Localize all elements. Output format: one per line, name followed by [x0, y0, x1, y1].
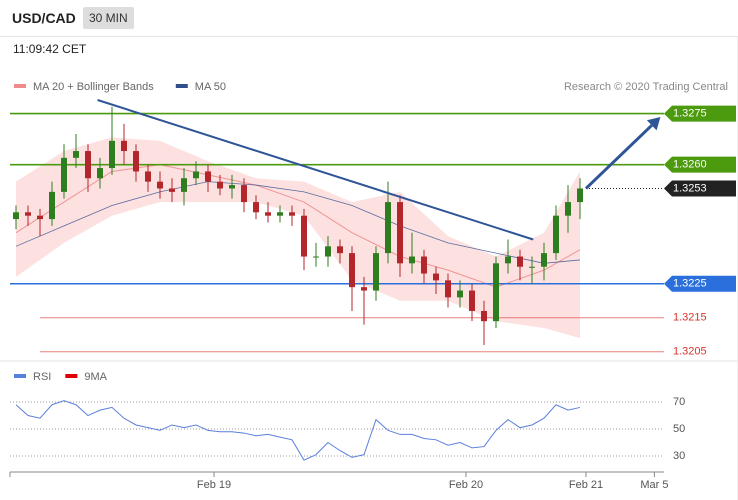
candle-body: [493, 263, 499, 322]
candle-body: [469, 290, 475, 311]
candle-body: [301, 215, 307, 257]
candle-body: [121, 140, 127, 152]
candle-body: [97, 168, 103, 179]
candle-body: [73, 151, 79, 158]
legend-label: MA 50: [195, 81, 226, 93]
candle-body: [517, 256, 523, 267]
y-tick-label: 50: [673, 423, 685, 435]
candle-body: [217, 181, 223, 189]
candle-body: [553, 215, 559, 254]
candle-body: [169, 188, 175, 192]
candle-body: [253, 202, 259, 213]
legend-label: RSI: [33, 371, 51, 383]
candle-body: [313, 256, 319, 258]
timeframe-button[interactable]: 30 MIN: [83, 7, 134, 29]
legend-label: MA 20 + Bollinger Bands: [33, 81, 154, 93]
candle-body: [421, 256, 427, 274]
legend-swatch: [14, 84, 26, 88]
level-box: [664, 180, 736, 197]
candle-body: [193, 171, 199, 179]
candle-body: [13, 212, 19, 220]
candle-body: [397, 202, 403, 264]
x-tick-label: Mar 5: [640, 479, 668, 491]
candle-body: [577, 188, 583, 203]
candle-body: [433, 273, 439, 281]
y-tick-label: 30: [673, 450, 685, 462]
level-box: [664, 156, 736, 173]
x-tick-label: Feb 21: [569, 479, 603, 491]
level-box: [664, 105, 736, 122]
legend-label: 9MA: [84, 371, 107, 383]
x-tick-label: Feb 19: [197, 479, 231, 491]
candle-body: [49, 191, 55, 220]
candle-body: [157, 181, 163, 189]
level-label: 1.3215: [673, 312, 707, 324]
x-tick-label: Feb 20: [449, 479, 483, 491]
candle-body: [145, 171, 151, 182]
candle-body: [205, 171, 211, 182]
candle-body: [181, 178, 187, 192]
candle-body: [505, 256, 511, 264]
candle-body: [385, 202, 391, 254]
clock: 11:09:42 CET: [13, 42, 87, 56]
candle-body: [541, 253, 547, 267]
header: USD/CAD 30 MIN: [0, 0, 738, 37]
level-label: 1.3205: [673, 346, 707, 358]
candle-body: [289, 212, 295, 216]
level-label: 1.3225: [673, 278, 707, 290]
y-tick-label: 70: [673, 396, 685, 408]
candle-body: [133, 151, 139, 172]
candle-body: [361, 287, 367, 291]
candle-body: [529, 266, 535, 268]
candle-body: [481, 310, 487, 322]
candle-body: [61, 157, 67, 192]
candle-body: [241, 185, 247, 203]
candle-body: [277, 212, 283, 216]
candle-body: [337, 246, 343, 254]
candle-body: [325, 246, 331, 257]
legend-swatch: [175, 84, 188, 88]
forecast-arrow: [584, 124, 653, 190]
candle-body: [229, 185, 235, 189]
candle-body: [85, 151, 91, 179]
candle-body: [457, 290, 463, 298]
credit: Research © 2020 Trading Central: [564, 81, 728, 93]
symbol: USD/CAD: [12, 10, 76, 26]
arrow-head: [646, 117, 661, 131]
level-label: 1.3253: [673, 182, 707, 194]
legend-swatch: [14, 374, 26, 378]
level-box: [664, 275, 736, 292]
legend-swatch: [65, 374, 78, 378]
trendline: [97, 99, 534, 241]
candle-body: [445, 280, 451, 298]
candle-body: [565, 202, 571, 216]
candle-body: [265, 212, 271, 216]
moving-average: [15, 181, 581, 264]
candle-body: [37, 215, 43, 220]
candle-body: [25, 212, 31, 216]
candle-body: [109, 140, 115, 169]
candle-body: [349, 253, 355, 288]
level-label: 1.3260: [673, 159, 707, 171]
level-label: 1.3275: [673, 108, 707, 120]
candle-body: [373, 253, 379, 291]
candle-body: [409, 256, 415, 264]
rsi-line: [15, 400, 581, 461]
